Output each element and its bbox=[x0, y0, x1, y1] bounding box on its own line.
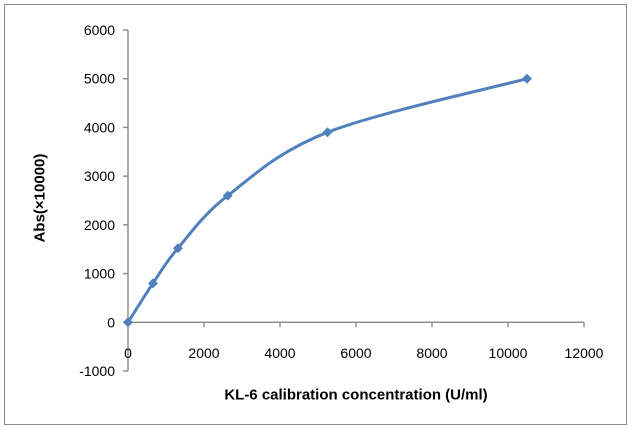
x-tick-label: 12000 bbox=[565, 345, 604, 361]
y-tick-label: 4000 bbox=[84, 119, 115, 135]
x-tick-label: 0 bbox=[124, 345, 132, 361]
x-tick-label: 8000 bbox=[416, 345, 447, 361]
x-tick-label: 2000 bbox=[188, 345, 219, 361]
y-tick-label: 3000 bbox=[84, 168, 115, 184]
chart-border-frame bbox=[4, 4, 627, 425]
x-tick-label: 10000 bbox=[489, 345, 528, 361]
data-point-marker bbox=[222, 190, 233, 201]
data-point-marker bbox=[123, 317, 133, 328]
y-axis-title: Abs(×10000) bbox=[31, 153, 49, 243]
data-point-marker bbox=[147, 278, 158, 289]
data-point-marker bbox=[522, 73, 532, 84]
x-axis-title: KL-6 calibration concentration (U/ml) bbox=[224, 386, 488, 404]
y-tick-label: 2000 bbox=[84, 217, 115, 233]
series-line bbox=[126, 77, 529, 324]
y-tick-label: 6000 bbox=[84, 22, 115, 38]
y-tick-label: 1000 bbox=[84, 266, 115, 282]
data-point-marker bbox=[172, 243, 183, 254]
x-tick-label: 6000 bbox=[340, 345, 371, 361]
y-tick-label: 0 bbox=[107, 314, 115, 330]
y-tick-label: 5000 bbox=[84, 71, 115, 87]
y-tick-label: -1000 bbox=[79, 363, 115, 379]
x-tick-label: 4000 bbox=[264, 345, 295, 361]
data-point-marker bbox=[322, 127, 333, 138]
